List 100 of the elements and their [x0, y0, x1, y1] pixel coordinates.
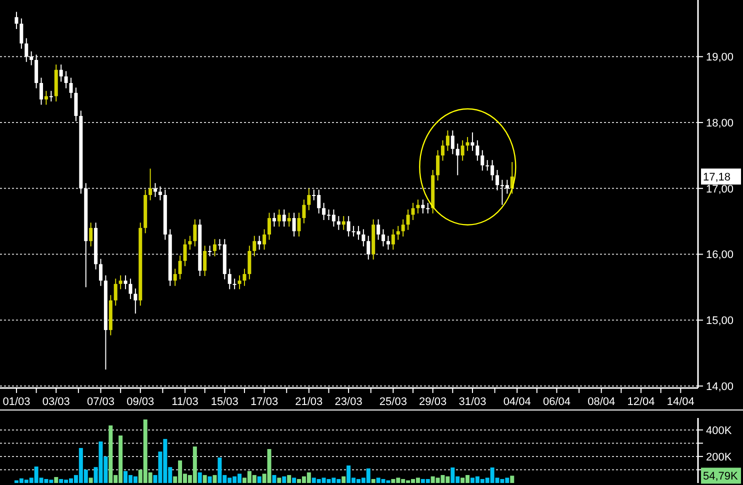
candlestick — [154, 182, 158, 198]
candlestick — [212, 238, 216, 257]
candlestick — [297, 212, 301, 237]
candlestick — [188, 235, 192, 250]
candlestick — [411, 202, 415, 221]
x-tick-label: 23/03 — [334, 396, 362, 408]
bar — [272, 475, 276, 483]
candlestick — [30, 50, 34, 66]
bar — [88, 478, 93, 483]
candlestick — [242, 268, 246, 286]
candlestick — [322, 202, 326, 221]
y-tick-label: 400K — [706, 424, 732, 437]
candlestick — [183, 238, 187, 267]
candlestick — [20, 18, 24, 50]
bar — [510, 476, 514, 483]
bar — [287, 475, 292, 483]
x-tick-label: 15/03 — [210, 396, 238, 408]
candlestick — [456, 143, 460, 176]
candlestick — [69, 77, 73, 99]
x-tick-label: 11/03 — [172, 396, 198, 408]
x-tick-label: 06/04 — [542, 396, 571, 408]
y-tick-label: 18,00 — [706, 117, 734, 130]
candlestick — [282, 208, 286, 228]
candlestick — [64, 70, 68, 89]
candlestick — [14, 11, 18, 30]
candlestick — [382, 228, 386, 247]
candlestick — [302, 199, 306, 224]
candlestick — [258, 235, 262, 250]
bar — [342, 476, 346, 483]
candlestick — [203, 245, 207, 277]
bar — [257, 476, 262, 483]
candlestick — [158, 186, 162, 201]
candlestick — [262, 228, 266, 250]
candlestick — [74, 87, 78, 122]
candlestick — [476, 140, 480, 162]
candlestick — [248, 245, 252, 280]
text: 54,79K — [703, 470, 739, 483]
candlestick — [391, 228, 395, 250]
candlestick — [496, 169, 500, 191]
candlestick — [450, 130, 454, 155]
x-tick-label: 03/03 — [42, 396, 70, 408]
candlestick — [346, 216, 350, 237]
candlestick — [287, 212, 291, 228]
y-tick-label: 16,00 — [706, 249, 734, 262]
candlestick — [89, 222, 93, 247]
bar — [212, 475, 217, 483]
candlestick — [34, 54, 38, 89]
candlestick — [59, 64, 63, 82]
candlestick — [480, 150, 484, 172]
y-tick-label: 15,00 — [706, 315, 734, 327]
y-tick-label: 200K — [706, 451, 732, 464]
candlestick — [401, 218, 405, 237]
candlestick — [292, 212, 296, 237]
x-tick-label: 12/04 — [627, 396, 655, 408]
bar — [54, 477, 58, 483]
candlestick — [128, 278, 132, 300]
candlestick — [24, 38, 28, 62]
candlestick — [421, 199, 425, 214]
x-tick-label: 01/03 — [2, 396, 30, 408]
candlestick — [228, 268, 232, 290]
x-tick-label: 14/04 — [666, 396, 694, 408]
candlestick — [134, 288, 138, 314]
y-tick-label: 17,00 — [706, 183, 734, 196]
candlestick — [238, 274, 242, 290]
x-tick-label: 07/03 — [86, 396, 115, 408]
x-tick-label: 31/03 — [458, 396, 486, 408]
bar — [292, 478, 296, 483]
candlestick — [362, 228, 366, 247]
bar — [277, 478, 282, 483]
candlestick — [114, 278, 118, 306]
x-tick-label: 08/04 — [588, 396, 616, 408]
candlestick — [376, 218, 380, 240]
text: 17,18 — [703, 171, 731, 184]
x-tick-label: 17/03 — [250, 396, 278, 408]
bar — [198, 472, 202, 483]
candlestick — [193, 218, 197, 247]
candlestick — [208, 245, 212, 257]
bar — [202, 475, 207, 483]
candlestick — [98, 258, 102, 286]
candlestick — [342, 216, 346, 230]
candlestick — [336, 216, 340, 230]
candlestick — [124, 274, 128, 290]
x-tick-label: 09/03 — [126, 396, 154, 408]
candlestick — [466, 136, 470, 152]
y-tick-label: 14,00 — [706, 380, 734, 393]
bar — [371, 479, 376, 483]
candlestick — [252, 235, 256, 257]
candlestick — [396, 225, 400, 240]
x-tick-label: 21/03 — [295, 396, 323, 408]
candlestick — [366, 235, 370, 260]
x-tick-label: 04/04 — [503, 396, 531, 408]
bar — [282, 476, 286, 483]
candlestick — [416, 199, 420, 214]
candlestick — [44, 90, 48, 106]
bar — [208, 476, 212, 483]
candlestick — [406, 208, 410, 230]
candlestick — [272, 212, 276, 228]
candlestick — [460, 140, 464, 162]
candlestick — [118, 274, 122, 290]
candlestick — [49, 90, 53, 102]
